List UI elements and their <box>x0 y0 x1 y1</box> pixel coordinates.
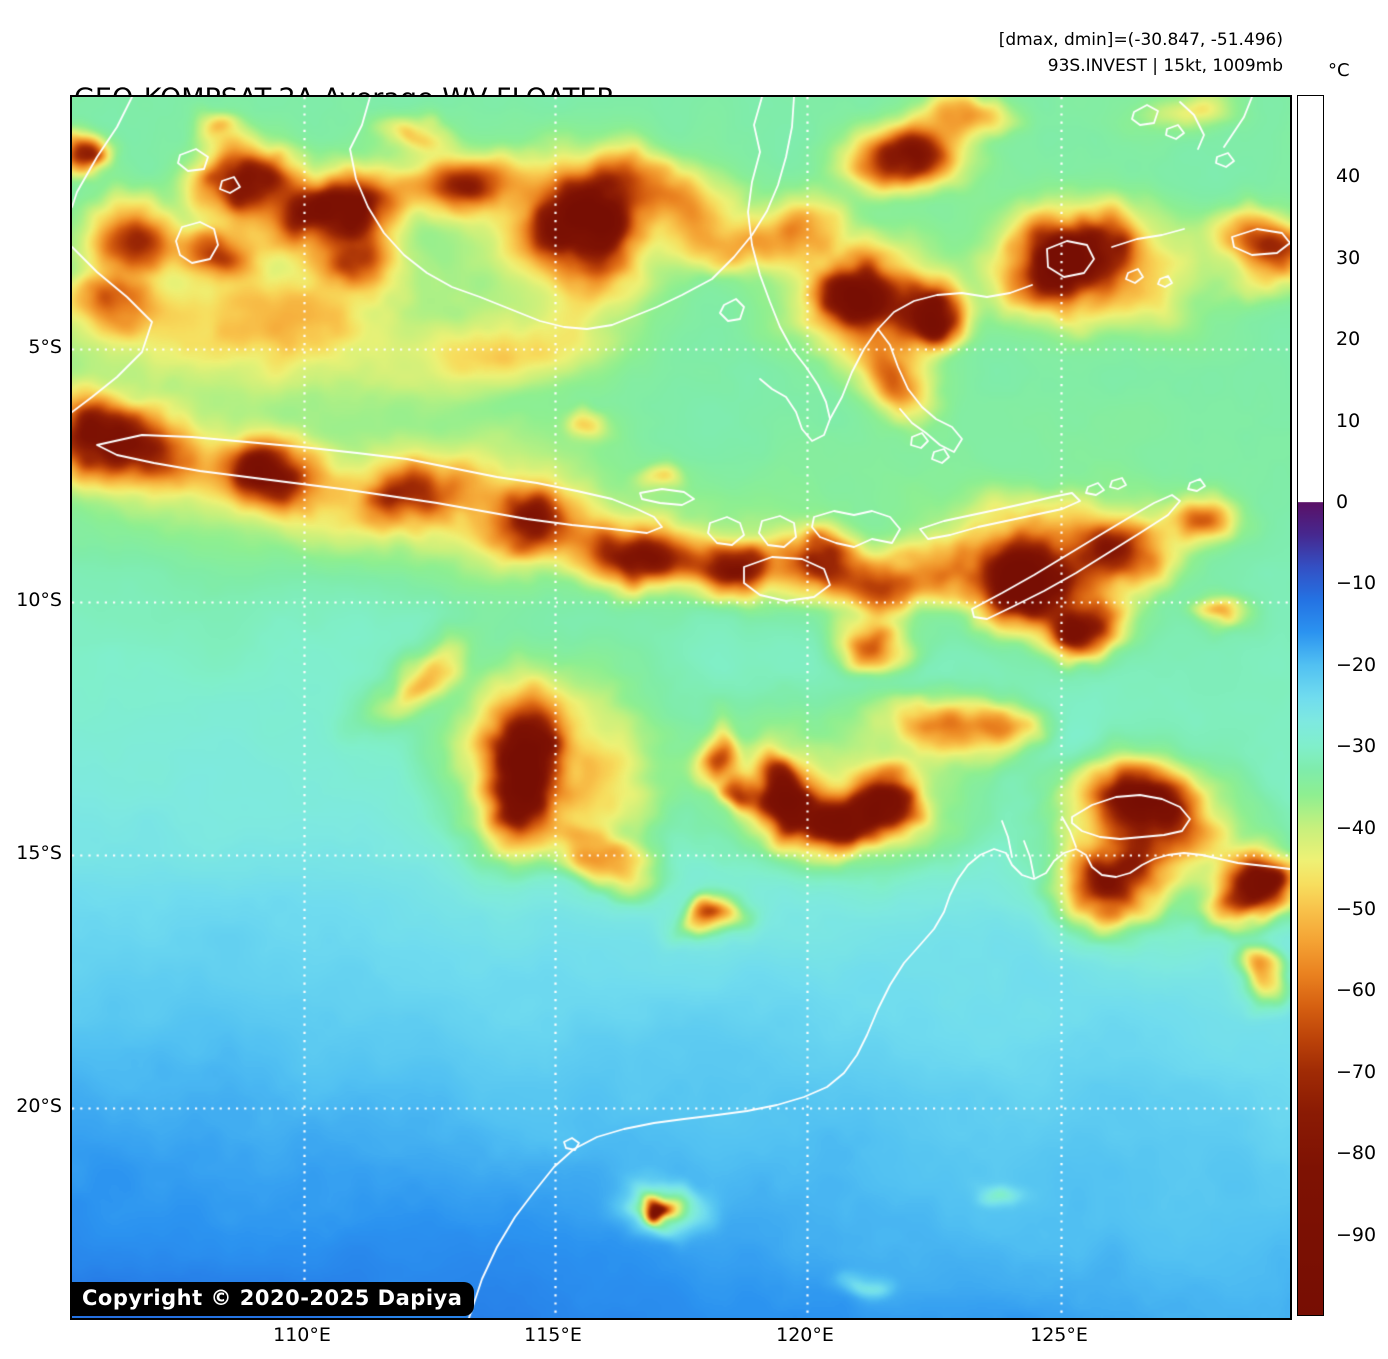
colorbar-tick-label: 20 <box>1336 328 1361 351</box>
colorbar-tick-label: 40 <box>1336 165 1361 188</box>
lon-tick-label: 115°E <box>524 1324 582 1346</box>
storm-info-readout: 93S.INVEST | 15kt, 1009mb <box>1047 55 1283 76</box>
colorbar-tick-label: −20 <box>1336 653 1377 676</box>
satellite-wv-map <box>72 97 1290 1318</box>
lat-tick-label: 5°S <box>28 336 62 358</box>
lat-tick-label: 10°S <box>16 589 62 611</box>
colorbar-tick-label: −90 <box>1336 1223 1377 1246</box>
map-frame: Copyright © 2020-2025 Dapiya <box>70 95 1292 1320</box>
colorbar-tick-label: 10 <box>1336 409 1361 432</box>
lat-tick-label: 20°S <box>16 1095 62 1117</box>
colorbar-tick-label: 0 <box>1336 491 1349 513</box>
colorbar-unit-label: °C <box>1328 60 1350 81</box>
colorbar-tick-label: −30 <box>1336 735 1377 758</box>
lon-tick-label: 125°E <box>1030 1324 1088 1346</box>
info-block: [dmax, dmin]=(-30.847, -51.496) 93S.INVE… <box>999 28 1283 79</box>
colorbar-tick-label: −70 <box>1336 1060 1377 1083</box>
colorbar-tick-label: −40 <box>1336 816 1377 839</box>
lat-tick-label: 15°S <box>16 842 62 864</box>
colorbar-tick-label: 30 <box>1336 246 1361 269</box>
lon-tick-label: 120°E <box>776 1324 834 1346</box>
colorbar-tick-label: −80 <box>1336 1142 1377 1165</box>
lon-tick-label: 110°E <box>273 1324 331 1346</box>
copyright-badge: Copyright © 2020-2025 Dapiya <box>72 1282 475 1316</box>
colorbar-tick-label: −60 <box>1336 979 1377 1002</box>
temperature-colorbar <box>1297 95 1324 1316</box>
colorbar-tick-label: −50 <box>1336 898 1377 920</box>
dmax-dmin-readout: [dmax, dmin]=(-30.847, -51.496) <box>998 30 1283 50</box>
colorbar-tick-label: −10 <box>1336 572 1377 595</box>
